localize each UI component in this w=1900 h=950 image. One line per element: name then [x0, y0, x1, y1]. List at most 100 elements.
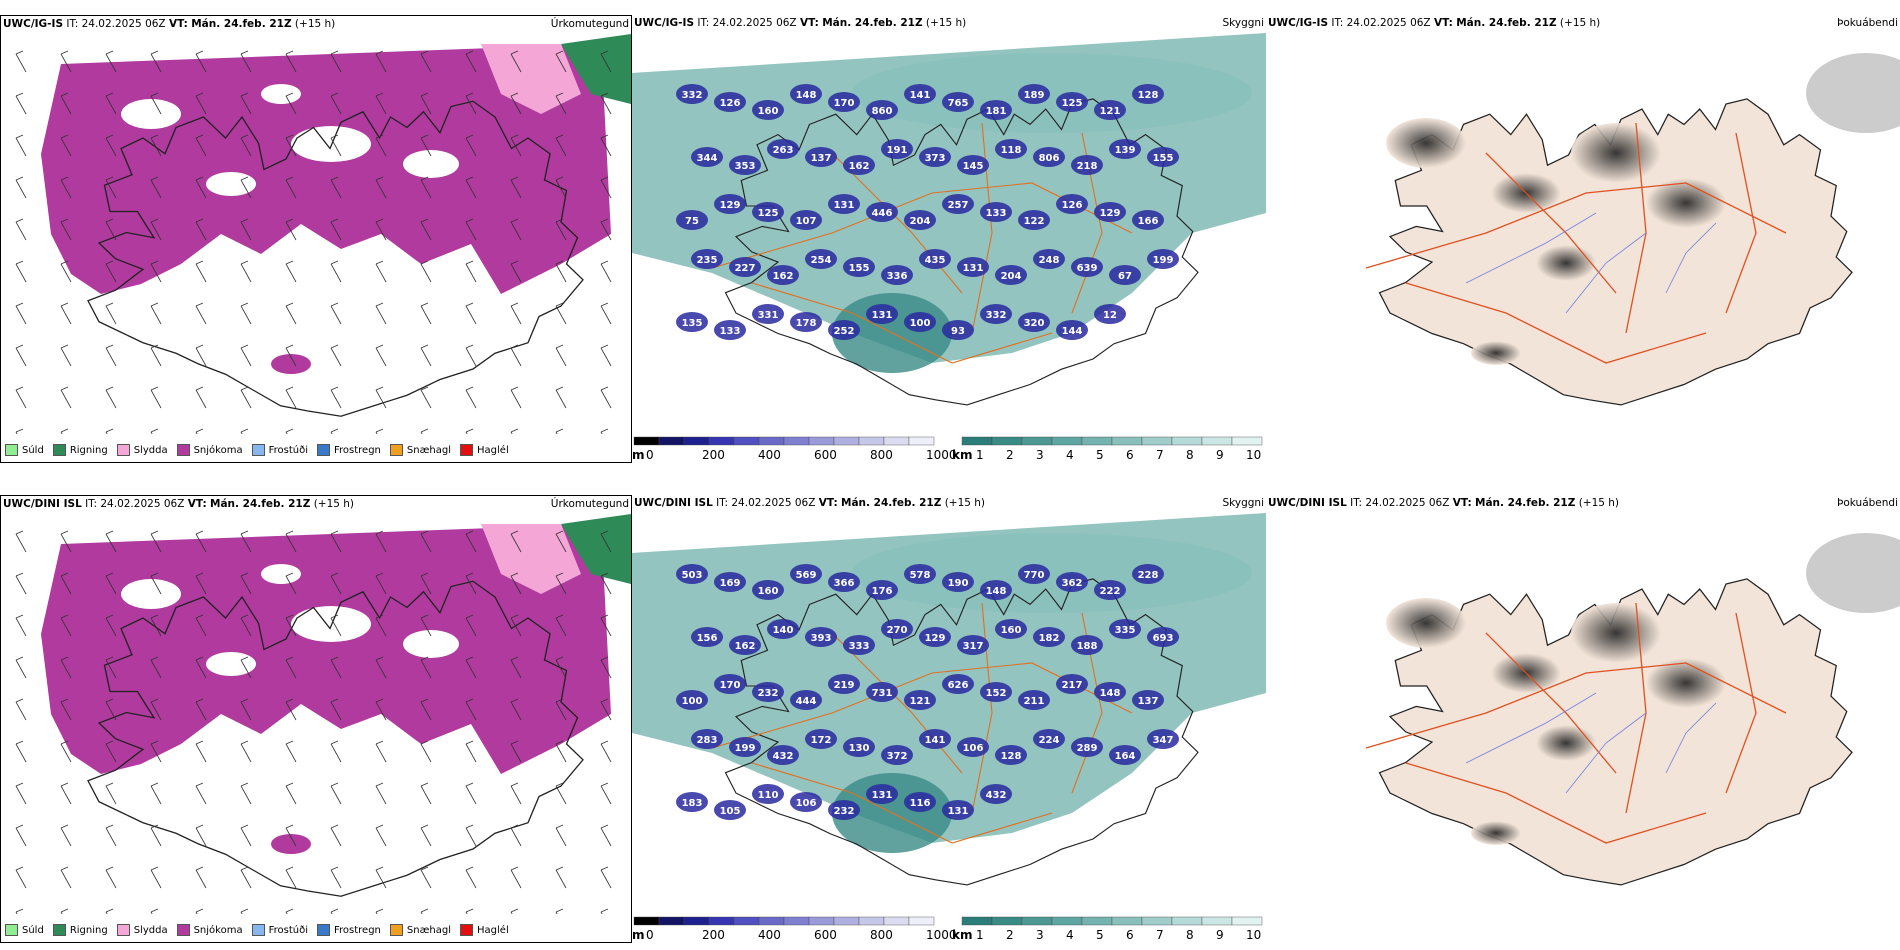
legend-label: Haglél	[477, 444, 509, 456]
peak-label: 129	[925, 633, 946, 644]
peak-label: 232	[834, 806, 855, 817]
peak-label: 432	[773, 751, 794, 762]
legend-swatch	[176, 924, 190, 936]
legend-item: Frostregn	[317, 924, 381, 936]
peak-label: 503	[682, 570, 703, 581]
rivers	[1465, 692, 1717, 794]
peak-label: 137	[811, 153, 832, 164]
legend-label: Súld	[22, 444, 44, 456]
peak-label: 144	[1062, 326, 1083, 337]
peak-label: 199	[735, 743, 756, 754]
peak-label: 199	[1153, 255, 1174, 266]
panel-title: UWC/IG-IS IT: 24.02.2025 06Z VT: Mán. 24…	[1268, 17, 1601, 29]
visibility-tick: 10	[1246, 928, 1261, 942]
legend-item: Snæhagl	[389, 444, 451, 456]
cloud-cells	[676, 84, 1179, 340]
peak-label: 254	[811, 255, 832, 266]
peak-label: 129	[1100, 208, 1121, 219]
cloud-cells	[676, 564, 1179, 820]
legend-item: Rigning	[52, 444, 108, 456]
peak-label: 366	[834, 578, 855, 589]
peak-label: 67	[1118, 271, 1132, 282]
legend-item: Snjókoma	[176, 924, 243, 936]
peak-label: 140	[773, 625, 794, 636]
rain-area	[561, 514, 631, 584]
peak-label: 578	[910, 570, 931, 581]
visibility-tick: 1	[976, 448, 984, 462]
peak-label: 569	[796, 570, 817, 581]
peak-label: 170	[720, 680, 741, 691]
peak-label: 183	[682, 798, 703, 809]
peak-label: 432	[986, 790, 1007, 801]
legend-swatch	[52, 924, 66, 936]
visibility-tick: 7	[1156, 928, 1164, 942]
visibility-tick: 5	[1096, 928, 1104, 942]
peak-label: 204	[910, 216, 931, 227]
cloud-unit: m	[632, 928, 645, 942]
peak-label: 133	[720, 326, 741, 337]
legend-label: Slydda	[133, 924, 168, 936]
cloud-tick: 1000	[926, 928, 957, 942]
precip-type-panel-dini: UWC/DINI ISL IT: 24.02.2025 06Z VT: Mán.…	[0, 495, 632, 943]
visibility-tick: 6	[1126, 448, 1134, 462]
peak-label: 333	[849, 641, 870, 652]
peak-label: 446	[872, 208, 893, 219]
peak-label: 133	[986, 208, 1007, 219]
fog-panel-dini: UWC/DINI ISL IT: 24.02.2025 06Z VT: Mán.…	[1266, 495, 1900, 943]
panel-variable-name: Skyggni	[1222, 17, 1265, 29]
peak-label: 135	[682, 318, 703, 329]
peak-label: 444	[796, 696, 817, 707]
peak-label: 155	[849, 263, 870, 274]
legend-item: Slydda	[116, 924, 168, 936]
peak-label: 152	[986, 688, 1007, 699]
visibility-tick: 5	[1096, 448, 1104, 462]
precip-legend: Súld Rigning Slydda Snjókoma Frostúði Frostre…	[5, 924, 509, 936]
peak-label: 693	[1153, 633, 1174, 644]
peak-label: 162	[849, 161, 870, 172]
peak-label: 639	[1077, 263, 1098, 274]
panel-title: UWC/DINI ISL IT: 24.02.2025 06Z VT: Mán.…	[3, 498, 355, 510]
panel-title: UWC/IG-IS IT: 24.02.2025 06Z VT: Mán. 24…	[3, 18, 336, 30]
peak-label: 626	[948, 680, 969, 691]
legend-swatch	[251, 924, 265, 936]
panel-variable-name: Þokuábendi	[1837, 497, 1898, 509]
legend-item: Frostúði	[251, 444, 308, 456]
peak-label: 217	[1062, 680, 1083, 691]
legend-item: Frostregn	[317, 444, 381, 456]
peak-label: 141	[925, 735, 946, 746]
peak-label: 155	[1153, 153, 1174, 164]
peak-label: 118	[1001, 145, 1022, 156]
cloud-tick: 800	[870, 448, 893, 462]
peak-label: 263	[773, 145, 794, 156]
peak-label: 344	[697, 153, 718, 164]
peak-label: 283	[697, 735, 718, 746]
legend-label: Snjókoma	[193, 924, 243, 936]
peak-label: 128	[1138, 90, 1159, 101]
peak-label: 353	[735, 161, 756, 172]
peak-label: 190	[948, 578, 969, 589]
peak-label: 131	[872, 310, 893, 321]
peak-label: 806	[1039, 153, 1060, 164]
peak-label: 125	[1062, 98, 1083, 109]
peak-label: 126	[720, 98, 741, 109]
peak-label: 227	[735, 263, 756, 274]
peak-label: 204	[1001, 271, 1022, 282]
peak-label: 110	[758, 790, 779, 801]
legend-label: Haglél	[477, 924, 509, 936]
peak-label: 188	[1077, 641, 1098, 652]
cloud-tick: 400	[758, 928, 781, 942]
panel-title: UWC/DINI ISL IT: 24.02.2025 06Z VT: Mán.…	[634, 497, 986, 509]
peak-label: 137	[1138, 696, 1159, 707]
peak-label: 156	[697, 633, 718, 644]
legend-label: Snæhagl	[406, 924, 452, 936]
cloud-base-scale: m 0 200 400 600 800 1000	[632, 436, 957, 462]
legend-label: Rigning	[69, 924, 108, 936]
iceland-outline	[724, 578, 1199, 886]
peak-label: 107	[796, 216, 817, 227]
peak-label: 181	[986, 106, 1007, 117]
peak-label: 248	[1039, 255, 1060, 266]
visibility-tick: 7	[1156, 448, 1164, 462]
peak-label: 162	[773, 271, 794, 282]
peak-label: 148	[986, 586, 1007, 597]
peak-label: 122	[1024, 216, 1045, 227]
